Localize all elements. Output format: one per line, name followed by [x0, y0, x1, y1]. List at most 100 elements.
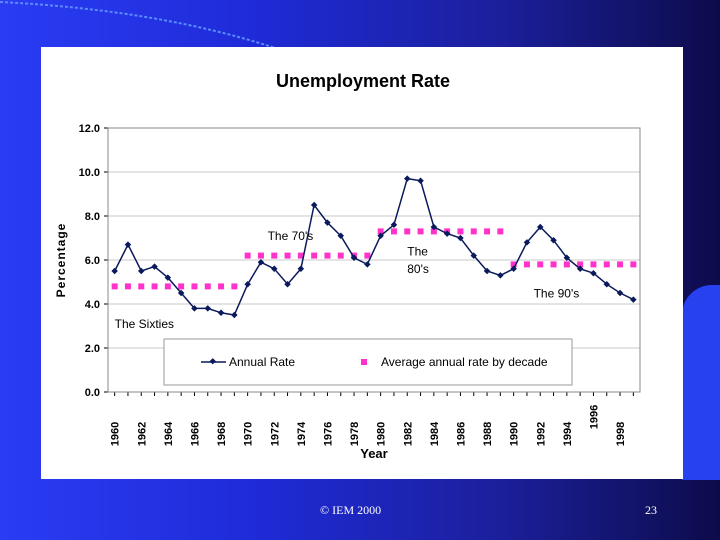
decade-average-marker: [231, 283, 238, 290]
annual-rate-point: [177, 289, 185, 297]
x-tick-label: 1970: [243, 422, 255, 446]
chart-annotations: The Sixties The 70's The 80's The 90's: [115, 229, 580, 331]
decade-average-markers: [111, 228, 637, 290]
decade-average-marker: [577, 261, 584, 268]
decade-average-marker: [377, 228, 384, 235]
x-tick-label: 1988: [482, 422, 494, 446]
decorative-arc: [0, 1, 276, 49]
unemployment-chart: Unemployment Rate 0.0 2.0 4.0 6.0 8.0 10.0 12.…: [54, 71, 641, 461]
annual-rate-point: [377, 232, 384, 240]
gridlines: [108, 127, 640, 349]
decade-average-marker: [417, 228, 424, 235]
decade-average-marker: [590, 261, 597, 268]
annual-rate-point: [470, 252, 478, 259]
annual-rate-point: [510, 265, 517, 273]
y-tick-label: 12.0: [79, 123, 100, 135]
annual-rate-point: [630, 296, 637, 303]
x-tick-label: 1972: [269, 422, 281, 446]
y-tick-label: 6.0: [85, 255, 100, 267]
chart-annotation: The 70's: [268, 229, 314, 243]
decade-average-marker: [204, 283, 211, 290]
decade-average-marker: [324, 252, 331, 259]
chart-title: Unemployment Rate: [276, 71, 450, 91]
decade-average-marker: [164, 283, 171, 290]
decade-average-marker: [550, 261, 557, 268]
chart-annotation: The: [407, 245, 428, 259]
annual-rate-point: [350, 254, 358, 262]
decorative-side-shape: [682, 285, 720, 480]
x-tick-label: 1976: [322, 422, 334, 446]
decade-average-marker: [138, 283, 145, 290]
decade-average-marker: [537, 261, 544, 268]
x-tick-label: 1990: [509, 422, 521, 446]
decade-average-marker: [390, 228, 397, 235]
x-tick-label: 1994: [562, 421, 574, 446]
annual-rate-point: [244, 280, 251, 288]
chart-annotation: 80's: [407, 262, 429, 276]
x-tick-label: 1964: [163, 421, 175, 446]
annual-rate-series: [111, 175, 637, 319]
decade-average-marker: [257, 252, 264, 259]
y-tick-label: 2.0: [85, 343, 100, 355]
annual-rate-point: [204, 305, 212, 312]
annual-rate-point: [111, 267, 118, 275]
decade-average-marker: [311, 252, 318, 259]
x-tick-label: 1974: [296, 421, 308, 446]
x-tick-label: 1998: [615, 422, 627, 446]
annual-rate-point: [270, 265, 278, 273]
annual-rate-point: [550, 236, 557, 244]
annual-rate-point: [497, 272, 504, 279]
annual-rate-point: [590, 269, 597, 277]
annual-rate-line: [114, 177, 634, 316]
decade-average-marker: [630, 261, 637, 268]
annual-rate-point: [603, 280, 611, 288]
decade-average-marker: [617, 261, 624, 268]
legend: Annual Rate Average annual rate by decad…: [163, 338, 573, 386]
x-axis-label: Year: [360, 446, 387, 461]
page-number: 23: [645, 503, 657, 517]
decade-average-marker: [523, 261, 530, 268]
annual-rate-point: [390, 221, 398, 229]
x-axis-ticks: 1960 1962 1964 1966 1968 1970 1972 1974 1976 1978…: [110, 392, 634, 446]
decade-average-marker: [297, 252, 304, 259]
legend-annual-rate: Annual Rate: [229, 355, 295, 369]
decade-average-marker: [244, 252, 251, 259]
annual-rate-point: [616, 289, 624, 297]
decade-average-marker: [337, 252, 344, 259]
decade-average-marker: [484, 228, 491, 235]
decade-average-marker: [497, 228, 504, 235]
decade-average-marker: [603, 261, 610, 268]
annual-rate-point: [217, 309, 225, 317]
chart-panel: Unemployment Rate 0.0 2.0 4.0 6.0 8.0 10.0 12.…: [41, 47, 683, 479]
annual-rate-point: [536, 223, 544, 231]
y-tick-label: 10.0: [79, 167, 100, 179]
x-tick-label: 1960: [110, 422, 122, 446]
x-tick-label: 1986: [455, 422, 467, 446]
annual-rate-point: [403, 175, 411, 182]
decade-average-marker: [111, 283, 118, 290]
y-tick-label: 8.0: [85, 211, 100, 223]
chart-annotation: The Sixties: [115, 317, 174, 331]
decade-average-marker: [563, 261, 570, 268]
decade-average-marker: [404, 228, 411, 235]
decade-average-marker: [178, 283, 185, 290]
decade-average-marker: [124, 283, 131, 290]
decade-average-marker: [510, 261, 517, 268]
y-axis-label: Percentage: [54, 223, 68, 298]
decade-average-marker: [218, 283, 225, 290]
y-tick-label: 0.0: [85, 387, 100, 399]
y-axis-ticks: 0.0 2.0 4.0 6.0 8.0 10.0 12.0: [79, 123, 108, 399]
annual-rate-point: [137, 267, 145, 275]
annual-rate-point: [310, 201, 318, 209]
footer-copyright: © IEM 2000: [320, 503, 382, 517]
legend-box: [163, 338, 573, 386]
annual-rate-point: [337, 232, 345, 240]
annual-rate-point: [151, 263, 158, 270]
legend-decade-swatch: [361, 359, 367, 365]
x-tick-label: 1968: [216, 422, 228, 446]
decade-average-marker: [364, 252, 371, 259]
decade-average-marker: [271, 252, 278, 259]
x-tick-label: 1982: [402, 422, 414, 446]
annual-rate-point: [324, 219, 331, 226]
annual-rate-point: [483, 267, 491, 275]
